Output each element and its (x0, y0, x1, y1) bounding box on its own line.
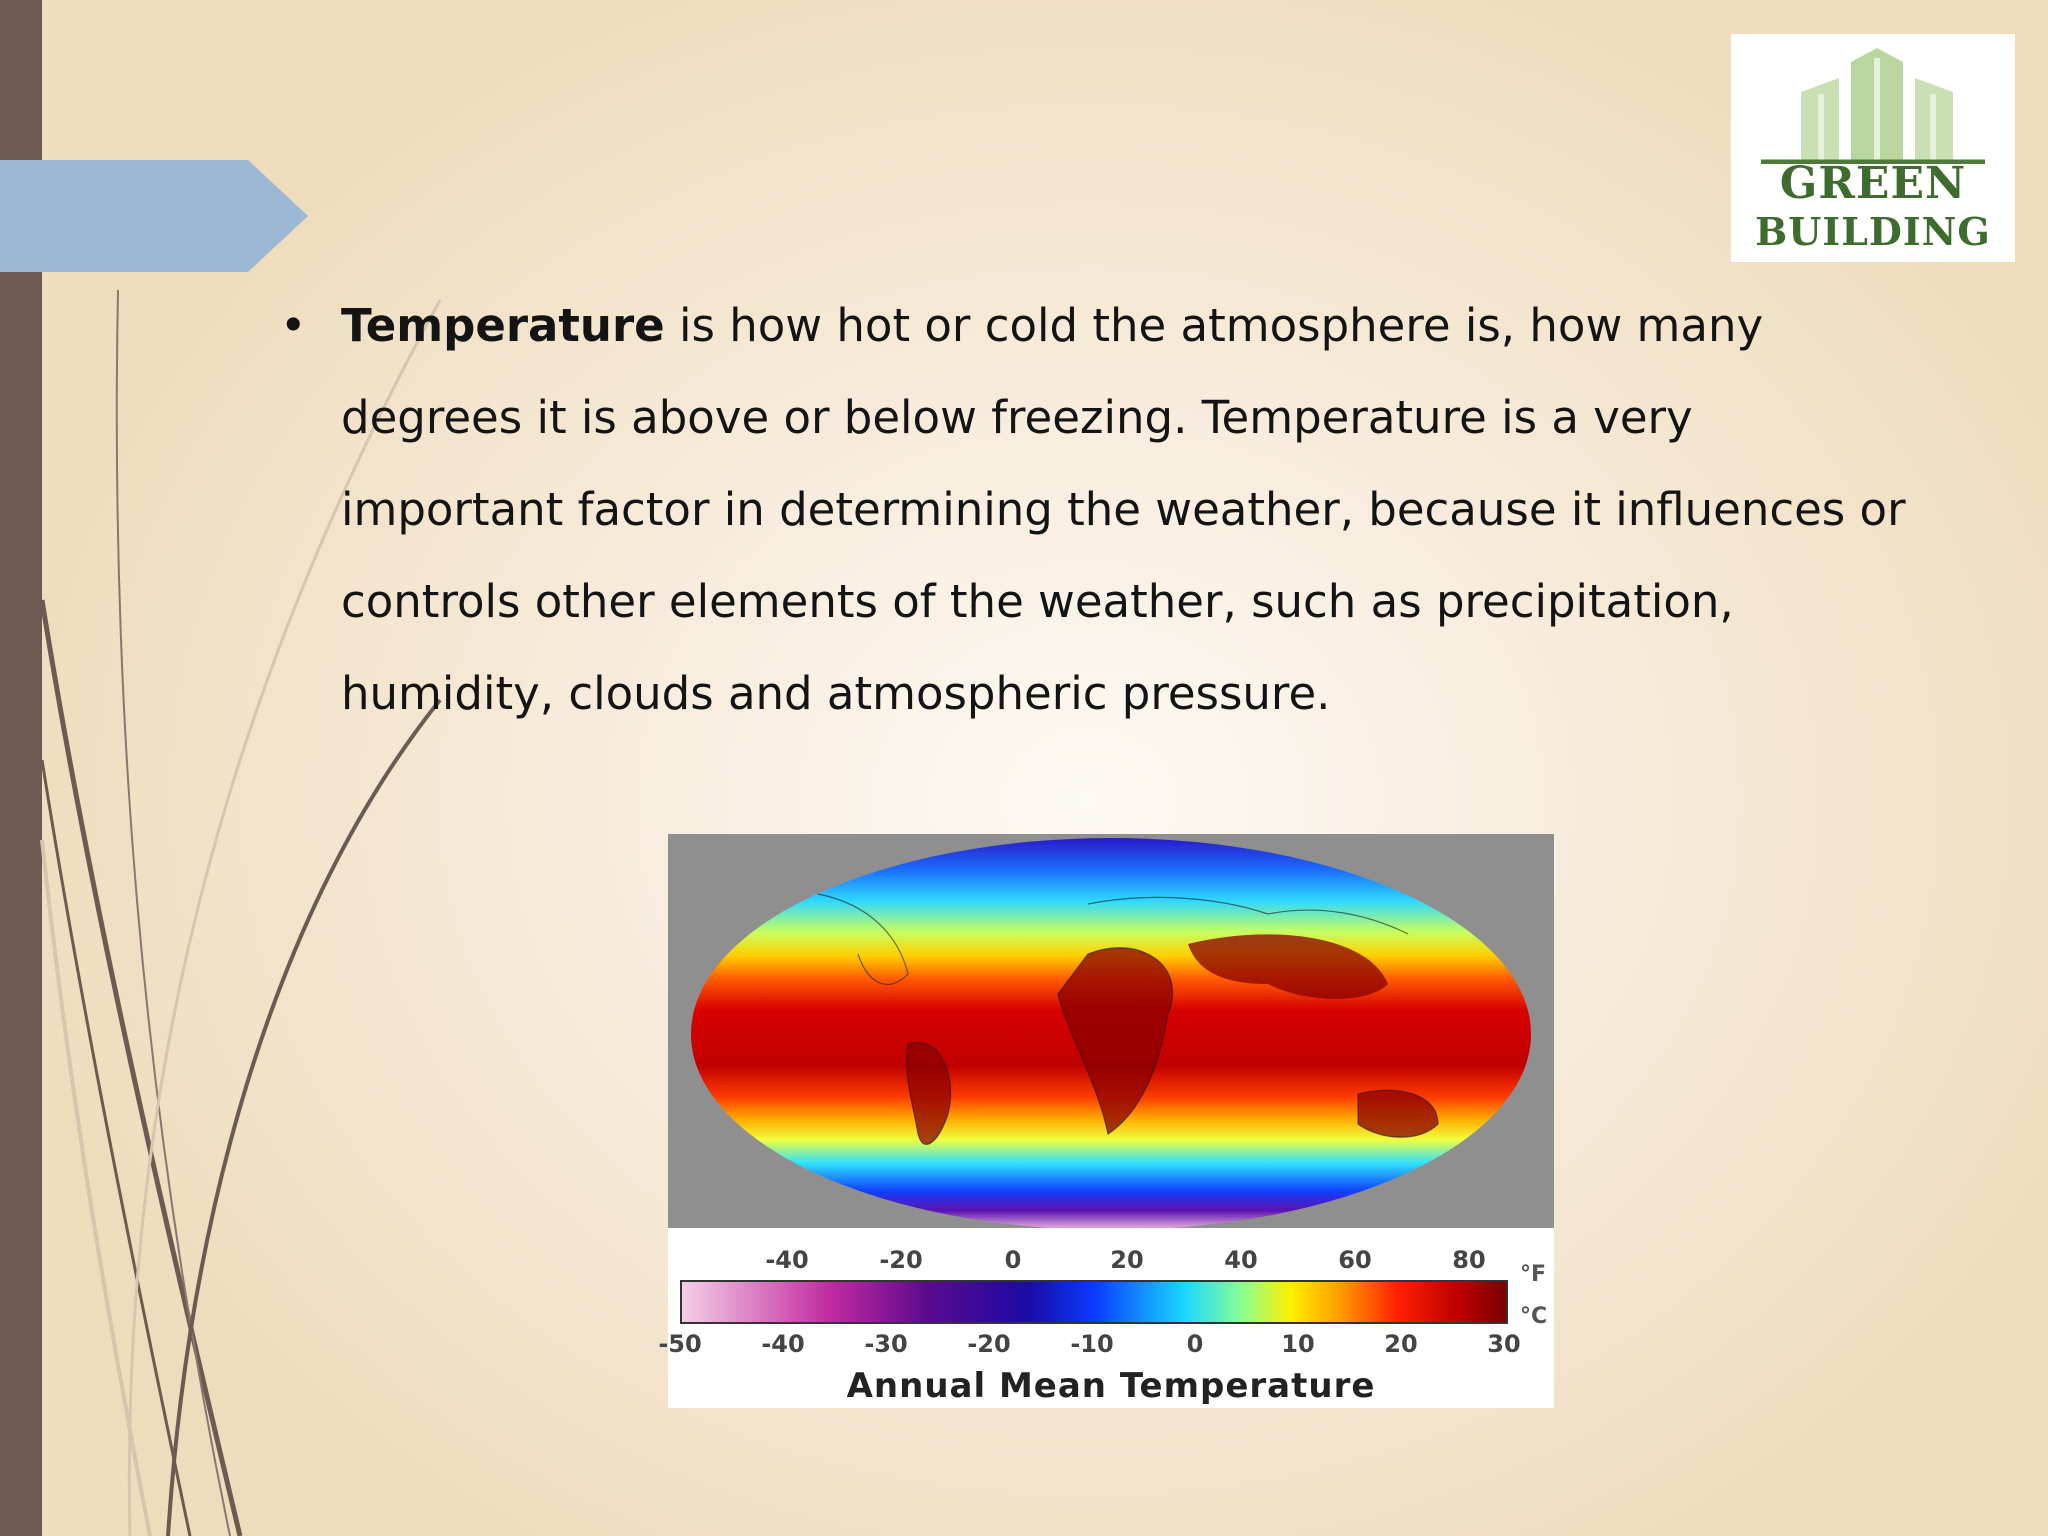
fahrenheit-tick: -20 (879, 1246, 923, 1274)
celsius-unit-label: °C (1520, 1304, 1548, 1329)
bullet-term: Temperature (341, 299, 665, 352)
celsius-tick: -30 (864, 1330, 908, 1358)
fahrenheit-tick: 40 (1224, 1246, 1258, 1274)
bullet-marker: • (280, 299, 307, 352)
fahrenheit-tick: -40 (765, 1246, 809, 1274)
slide-content: • Temperature is how hot or cold the atm… (280, 280, 1920, 740)
celsius-tick: -40 (761, 1330, 805, 1358)
fahrenheit-tick: 20 (1110, 1246, 1144, 1274)
fahrenheit-tick: 80 (1452, 1246, 1486, 1274)
figure-caption: Annual Mean Temperature (846, 1366, 1376, 1406)
celsius-tick: 30 (1487, 1330, 1521, 1358)
celsius-tick: -10 (1070, 1330, 1114, 1358)
world-map-image (691, 838, 1531, 1228)
celsius-tick: -50 (658, 1330, 702, 1358)
temperature-map-figure: -40 -20 0 20 40 60 80 °F -50 -40 -30 -20… (658, 834, 1554, 1408)
logo-word-building: BUILDING (1755, 209, 1991, 254)
header-arrow-tab (0, 160, 308, 272)
fahrenheit-tick: 0 (1004, 1246, 1022, 1274)
world-temperature-map (668, 834, 1554, 1228)
fahrenheit-tick: 60 (1338, 1246, 1372, 1274)
logo-word-green: GREEN (1779, 158, 1967, 209)
decorative-swoosh-lines (39, 289, 442, 1536)
fahrenheit-unit-label: °F (1520, 1262, 1547, 1287)
celsius-tick: 10 (1281, 1330, 1315, 1358)
temperature-colorbar (680, 1280, 1508, 1324)
building-columns-icon (1761, 48, 1985, 164)
bullet-item: • Temperature is how hot or cold the atm… (280, 280, 1920, 740)
celsius-tick: 20 (1384, 1330, 1418, 1358)
green-building-logo: GREEN BUILDING (1731, 34, 2015, 262)
celsius-tick: 0 (1186, 1330, 1204, 1358)
celsius-tick: -20 (967, 1330, 1011, 1358)
bullet-text: is how hot or cold the atmosphere is, ho… (341, 299, 1906, 720)
